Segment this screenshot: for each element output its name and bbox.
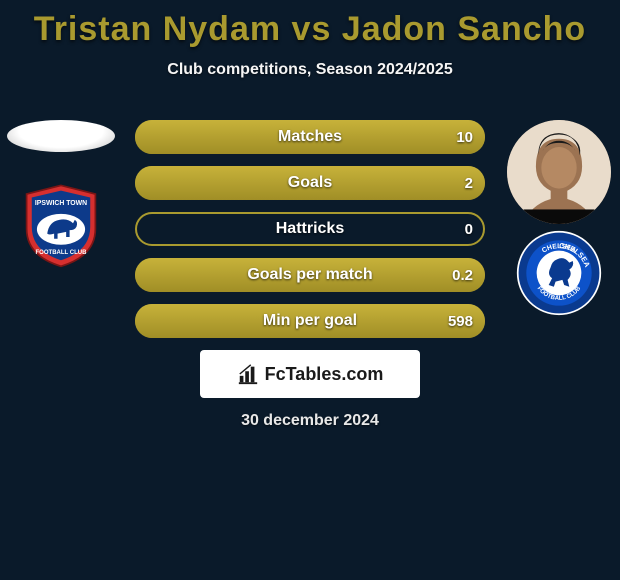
subtitle: Club competitions, Season 2024/2025 xyxy=(0,61,620,79)
player-left-column: IPSWICH TOWN FOOTBALL CLUB xyxy=(6,120,116,268)
bar-value-right: 598 xyxy=(436,304,485,338)
stat-bar-row: Hattricks0 xyxy=(135,212,485,246)
comparison-card: Tristan Nydam vs Jadon Sancho Club compe… xyxy=(0,0,620,580)
brand-box: FcTables.com xyxy=(200,350,420,398)
bar-fill-right xyxy=(135,258,485,292)
stat-bar-row: Goals per match0.2 xyxy=(135,258,485,292)
player-left-club-badge: IPSWICH TOWN FOOTBALL CLUB xyxy=(18,182,104,268)
bar-value-right: 0 xyxy=(453,212,485,246)
player-right-column: CHELSEA CHELSEA FOOTBALL CLUB xyxy=(504,120,614,316)
stat-bars: Matches10 Goals2 Hattricks0 Goals per match… xyxy=(135,120,485,350)
bar-fill-right xyxy=(135,304,485,338)
stat-bar-row: Min per goal598 xyxy=(135,304,485,338)
brand-label: FcTables.com xyxy=(265,364,384,385)
date-line: 30 december 2024 xyxy=(0,412,620,430)
stat-bar-row: Matches10 xyxy=(135,120,485,154)
chelsea-badge-icon: CHELSEA CHELSEA FOOTBALL CLUB xyxy=(516,230,602,316)
svg-text:FOOTBALL CLUB: FOOTBALL CLUB xyxy=(35,250,87,256)
bar-value-right: 2 xyxy=(453,166,485,200)
bar-outline xyxy=(135,212,485,246)
ipswich-badge-icon: IPSWICH TOWN FOOTBALL CLUB xyxy=(18,182,104,268)
bar-value-right: 0.2 xyxy=(440,258,485,292)
player-left-avatar xyxy=(7,120,115,152)
bar-fill-right xyxy=(135,120,485,154)
svg-text:IPSWICH TOWN: IPSWICH TOWN xyxy=(35,200,87,207)
player-right-club-badge: CHELSEA CHELSEA FOOTBALL CLUB xyxy=(516,230,602,316)
player-right-avatar xyxy=(507,120,611,224)
bar-fill-right xyxy=(135,166,485,200)
page-title: Tristan Nydam vs Jadon Sancho xyxy=(0,0,620,49)
bar-value-right: 10 xyxy=(444,120,485,154)
stat-bar-row: Goals2 xyxy=(135,166,485,200)
bar-chart-icon xyxy=(237,363,259,385)
